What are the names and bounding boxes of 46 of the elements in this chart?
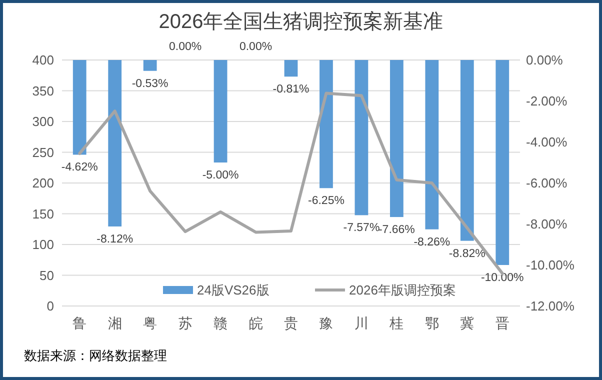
y-tick-label: 50 xyxy=(40,268,54,283)
y-tick-label: 100 xyxy=(32,237,54,252)
y-tick-label: 400 xyxy=(32,52,54,68)
data-label: -6.25% xyxy=(308,195,344,208)
x-tick-label: 豫 xyxy=(319,315,334,331)
y2-tick-label: -4.00% xyxy=(526,134,568,150)
y-tick-label: 250 xyxy=(32,144,54,160)
x-tick-label: 贵 xyxy=(284,315,298,331)
x-tick-label: 鄂 xyxy=(424,315,439,331)
data-label: -0.53% xyxy=(132,78,168,90)
data-label: -8.26% xyxy=(414,236,450,248)
data-label: -8.12% xyxy=(96,233,134,246)
x-tick-label: 赣 xyxy=(214,315,228,331)
y2-tick-label: -6.00% xyxy=(526,176,568,191)
x-tick-label: 粤 xyxy=(143,315,158,331)
y-tick-label: 150 xyxy=(32,206,54,222)
x-tick-label: 川 xyxy=(354,315,368,331)
legend-label: 24版VS26版 xyxy=(197,282,270,298)
data-label: 0.00% xyxy=(169,41,202,53)
data-label: -8.82% xyxy=(448,248,486,260)
y-tick-label: 0 xyxy=(46,298,54,314)
y-tick-label: 200 xyxy=(32,176,54,191)
source-note: 数据来源：网络数据整理 xyxy=(24,348,167,363)
x-tick-label: 桂 xyxy=(388,315,404,331)
data-label: -7.66% xyxy=(378,224,415,236)
x-tick-label: 皖 xyxy=(248,315,263,331)
data-label: -0.81% xyxy=(272,84,310,96)
y2-tick-label: -2.00% xyxy=(526,94,568,109)
x-tick-label: 鲁 xyxy=(72,315,87,331)
y2-tick-label: -12.00% xyxy=(526,298,575,314)
data-label: -10.00% xyxy=(480,272,524,284)
y-tick-label: 350 xyxy=(32,83,54,98)
y-tick-label: 300 xyxy=(32,114,54,130)
data-label: -7.57% xyxy=(343,222,380,234)
chart-title: 2026年全国生猪调控预案新基准 xyxy=(158,10,444,33)
data-label: -4.62% xyxy=(61,162,98,174)
x-tick-label: 冀 xyxy=(460,315,474,331)
x-tick-label: 湘 xyxy=(108,315,122,331)
y2-tick-label: 0.00% xyxy=(526,52,564,68)
data-label: -5.00% xyxy=(202,170,239,182)
x-tick-label: 苏 xyxy=(178,315,192,331)
x-tick-label: 晋 xyxy=(495,315,510,331)
y2-tick-label: -10.00% xyxy=(526,258,575,273)
data-label: 0.00% xyxy=(239,41,272,53)
legend-label: 2026年版调控预案 xyxy=(349,282,456,298)
y2-tick-label: -8.00% xyxy=(526,216,568,232)
